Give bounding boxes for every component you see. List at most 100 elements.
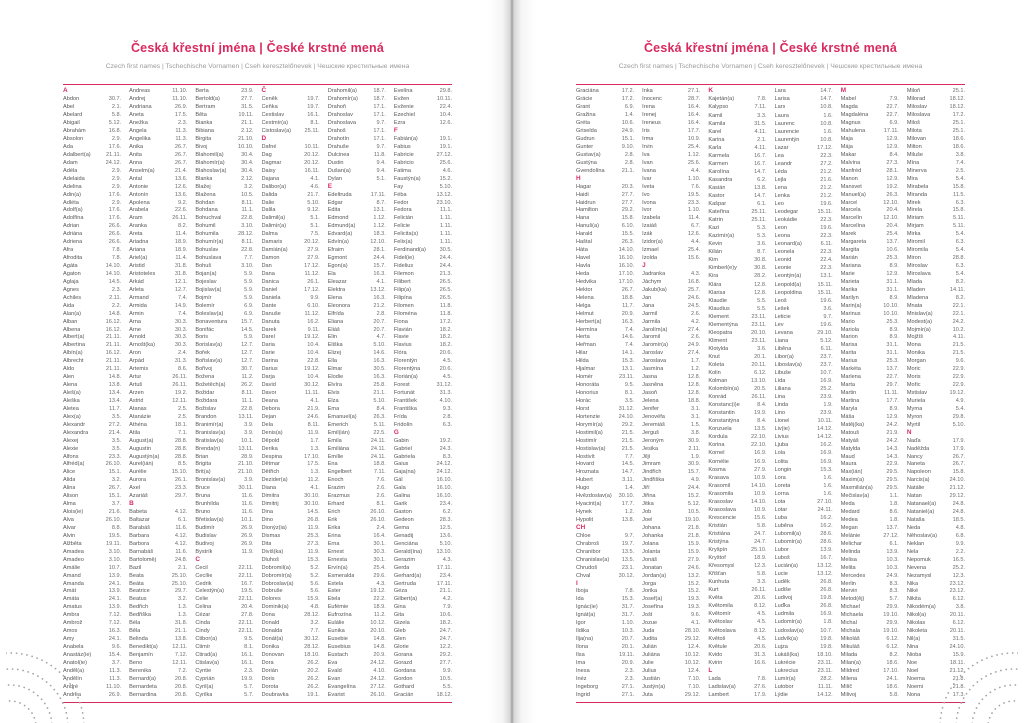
name-day-row: Michala 19.10. xyxy=(841,628,899,634)
name-label: Mirka xyxy=(906,231,921,238)
name-day-row: Marlena 22.7. xyxy=(841,374,899,380)
name-date: 1.3. xyxy=(178,612,188,619)
section-letter-label: B xyxy=(129,500,134,508)
name-day-row: Běta 19.11. xyxy=(195,112,253,118)
name-date: 26.11. xyxy=(751,394,767,401)
name-column: Drahomil(a) 18.7. Drahomír(a) 18.7. Drahoň 17… xyxy=(328,88,386,698)
name-date: 14.9. xyxy=(174,302,188,309)
name-label: Izmael xyxy=(642,247,659,254)
name-day-row: Eustach 20.9. xyxy=(328,652,386,658)
name-date: 13.5. xyxy=(754,426,767,433)
name-date: 26.9. xyxy=(174,104,188,111)
name-date: 17.10. xyxy=(304,453,320,460)
name-label: Mína xyxy=(906,159,920,166)
name-label: Kurt xyxy=(708,587,719,594)
name-day-row: Dalimil(a) 5.1. xyxy=(262,215,320,221)
name-day-row: Melichar 6.1. xyxy=(841,541,899,547)
name-date: 14.10. xyxy=(618,247,635,254)
name-day-row: Doris 26.2. xyxy=(262,676,320,682)
name-day-row: Astrid 12.11. xyxy=(129,398,187,404)
name-day-row: Dan 17.12. xyxy=(262,263,320,269)
name-date: 13.9. xyxy=(820,547,833,554)
bottom-rule xyxy=(63,702,452,704)
name-label: Bedřich xyxy=(129,604,149,611)
name-day-row: Daisy 16.11. xyxy=(262,168,320,174)
name-label: Leonela xyxy=(774,249,795,256)
name-label: Kajetán(a) xyxy=(708,96,735,103)
name-day-row: Adin(a) 17.6. xyxy=(63,192,121,198)
name-label: Konstantin xyxy=(708,410,735,417)
name-date: 14.10. xyxy=(105,270,122,277)
name-label: Elena xyxy=(327,294,342,301)
section-letter-label: A xyxy=(63,87,68,95)
name-label: Fidelius xyxy=(393,263,414,269)
name-date: 6.1. xyxy=(178,517,188,523)
name-date: 26.11. xyxy=(172,374,188,381)
name-label: Eva xyxy=(327,659,338,666)
name-label: Egmont xyxy=(327,255,347,262)
name-day-row: Jasněna 12.8. xyxy=(642,382,700,388)
name-day-row: Florián(a) 4.5. xyxy=(394,374,452,380)
name-column: Lara 14.7. Larisa 14.7. Lars 10.8. Laura 1.6. La… xyxy=(775,88,833,698)
name-label: Kryštof xyxy=(708,555,726,562)
name-day-row: Aurora 26.1. xyxy=(129,477,187,483)
name-day-row: Cedrik 16.7. xyxy=(195,581,253,587)
name-date: 16.10. xyxy=(436,493,453,500)
name-date: 3.6. xyxy=(757,345,767,352)
name-label: Jiljí xyxy=(642,453,651,460)
name-date: 21.2. xyxy=(820,192,833,199)
name-label: Hanuš(a) xyxy=(576,223,600,230)
name-day-row: Bonaventura 15.7. xyxy=(195,319,253,325)
name-label: Damián(a) xyxy=(261,247,288,254)
name-date: 4.12. xyxy=(174,540,188,547)
name-date: 19.2. xyxy=(439,437,453,444)
name-day-row: Ignát(a) 31.7. xyxy=(576,612,634,618)
name-date: 8.12. xyxy=(754,627,767,634)
name-date: 28.6. xyxy=(820,530,833,537)
name-label: Alida xyxy=(63,477,76,484)
name-day-row: Hilda 15.3. xyxy=(576,358,634,364)
name-label: Ivor xyxy=(642,207,652,214)
name-date: 1.6. xyxy=(823,128,833,135)
name-day-row: Muriela 4.9. xyxy=(907,398,965,404)
name-label: Alan(a) xyxy=(63,310,82,317)
name-label: Julie xyxy=(642,659,654,666)
name-date: 7.12. xyxy=(174,651,188,658)
name-date: 23.11. xyxy=(751,321,767,328)
name-day-row: Gema 12.5. xyxy=(394,525,452,531)
name-label: Milorad xyxy=(906,96,926,103)
name-label: Leon xyxy=(774,225,787,232)
name-label: Heda xyxy=(576,270,590,277)
name-label: Marián xyxy=(840,255,858,262)
name-date: 14.5. xyxy=(241,326,254,333)
name-day-row: Dajana 4.1. xyxy=(262,176,320,182)
name-date: 1.6. xyxy=(823,490,833,497)
name-date: 12.10. xyxy=(883,215,899,222)
name-day-row: Florentýn 4.5. xyxy=(394,358,452,364)
name-day-row: Mirek 6.3. xyxy=(907,200,965,206)
name-label: Donalda xyxy=(261,628,283,635)
name-date: 2.6. xyxy=(376,485,386,492)
name-label: Gaius xyxy=(393,461,409,468)
name-day-row: Fabius 19.1. xyxy=(394,144,452,150)
name-date: 14.8. xyxy=(373,644,386,650)
name-date: 17.10. xyxy=(618,278,635,285)
name-label: Konstantýna xyxy=(708,418,740,425)
name-label: Absolon xyxy=(63,136,84,142)
name-day-row: Mildred 17.10. xyxy=(841,668,899,674)
name-day-row: Drahoň 17.1. xyxy=(328,104,386,110)
name-day-row: Lubor 13.9. xyxy=(775,547,833,553)
name-day-row: Kristýna 24.7. xyxy=(708,539,766,545)
name-date: 21.9. xyxy=(886,429,899,436)
name-day-row: Andriana 26.9. xyxy=(129,104,187,110)
name-date: 24.11. xyxy=(370,453,386,460)
name-day-row: Flavie 18.2. xyxy=(394,334,452,340)
name-label: Efraim xyxy=(327,247,344,254)
name-label: Jan xyxy=(642,294,652,301)
name-label: Ilsa xyxy=(576,651,585,658)
name-label: Job xyxy=(642,509,652,516)
name-date: 15.7. xyxy=(687,469,701,476)
name-day-row: Forest 31.12. xyxy=(394,382,452,388)
name-label: Laurencie xyxy=(774,128,800,135)
name-date: 5.12. xyxy=(820,337,833,344)
